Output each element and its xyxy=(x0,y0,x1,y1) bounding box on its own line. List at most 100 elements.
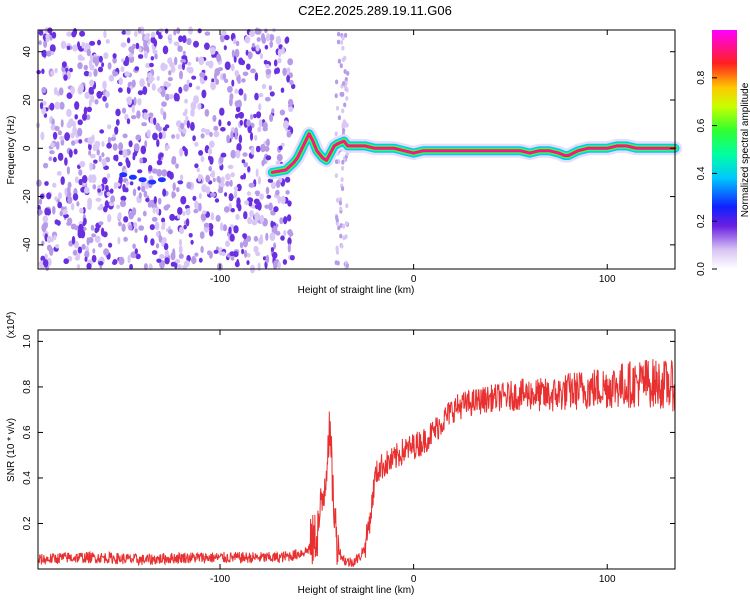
noise-point xyxy=(218,119,222,127)
noise-point xyxy=(246,260,250,266)
noise-point xyxy=(89,40,96,46)
noise-point xyxy=(81,175,88,184)
noise-point xyxy=(241,78,246,83)
noise-point xyxy=(78,169,83,176)
noise-point xyxy=(138,47,142,53)
noise-point xyxy=(152,132,158,141)
noise-point xyxy=(90,224,95,231)
noise-point xyxy=(92,248,96,254)
noise-point xyxy=(70,86,75,95)
noise-point xyxy=(138,225,145,231)
noise-point xyxy=(254,212,260,221)
noise-point xyxy=(251,42,256,48)
noise-point xyxy=(153,117,157,126)
noise-point xyxy=(178,86,183,94)
noise-point xyxy=(239,119,243,126)
noise-point xyxy=(69,67,73,73)
noise-point xyxy=(177,64,183,70)
noise-point xyxy=(209,229,214,237)
noise-point xyxy=(215,214,221,222)
noise-point xyxy=(226,134,231,144)
noise-point xyxy=(230,149,236,159)
noise-point xyxy=(255,44,260,52)
noise-point xyxy=(338,200,342,206)
noise-point xyxy=(345,87,349,93)
noise-point xyxy=(204,42,210,50)
noise-point xyxy=(247,51,253,60)
noise-point xyxy=(76,201,80,207)
noise-point xyxy=(49,44,56,53)
noise-point xyxy=(236,202,240,208)
noise-point xyxy=(107,124,112,130)
noise-point xyxy=(214,198,220,203)
noise-point xyxy=(97,66,104,73)
noise-point xyxy=(190,101,197,111)
noise-point xyxy=(162,111,167,120)
noise-point xyxy=(97,188,101,193)
noise-point xyxy=(205,186,211,195)
noise-point xyxy=(91,233,96,238)
noise-point xyxy=(203,222,210,228)
noise-point xyxy=(248,182,255,188)
noise-point xyxy=(139,78,145,88)
noise-point xyxy=(203,75,208,81)
noise-point xyxy=(72,44,78,52)
noise-point xyxy=(211,78,215,83)
noise-point xyxy=(198,257,203,263)
noise-point xyxy=(190,121,195,131)
noise-point xyxy=(246,235,252,242)
noise-point xyxy=(336,260,340,266)
noise-point xyxy=(154,53,158,60)
noise-point xyxy=(195,85,201,90)
noise-point xyxy=(184,98,188,104)
noise-point xyxy=(280,142,285,147)
noise-point xyxy=(210,192,216,198)
noise-point xyxy=(36,179,42,187)
noise-point xyxy=(60,138,65,146)
noise-point xyxy=(128,212,134,220)
noise-point xyxy=(173,41,180,47)
snr-y-label: SNR (10 * v/v) xyxy=(6,418,17,482)
noise-point xyxy=(246,253,251,258)
y-tick-label: 1.0 xyxy=(22,334,33,348)
noise-point xyxy=(210,170,216,178)
noise-point xyxy=(143,112,149,121)
noise-point xyxy=(207,148,213,155)
noise-point xyxy=(337,115,341,121)
noise-point xyxy=(182,35,187,44)
noise-point xyxy=(188,26,193,35)
noise-point xyxy=(345,263,349,268)
noise-point xyxy=(137,90,144,96)
noise-point xyxy=(175,163,179,169)
noise-point xyxy=(98,55,103,63)
noise-point xyxy=(61,61,67,68)
colorbar-ticks: 0.0 0.2 0.4 0.6 0.8 xyxy=(696,70,717,276)
noise-point xyxy=(256,28,262,35)
colorbar-tick-label: 0.8 xyxy=(696,70,707,84)
noise-point xyxy=(66,166,70,175)
noise-point xyxy=(66,186,71,194)
noise-point xyxy=(56,171,62,176)
noise-point xyxy=(49,35,53,41)
noise-point xyxy=(270,247,274,252)
noise-point xyxy=(118,77,123,86)
spectrogram-panel: -100 0 100 -40 -20 0 20 40 Height of straight … xyxy=(6,26,682,296)
noise-point xyxy=(127,254,131,264)
noise-point xyxy=(186,79,190,85)
noise-point xyxy=(199,231,205,239)
noise-point xyxy=(268,202,273,211)
noise-point xyxy=(66,45,71,51)
noise-point xyxy=(115,119,120,126)
noise-point xyxy=(182,50,186,56)
noise-point xyxy=(224,61,231,70)
noise-point xyxy=(343,120,347,126)
noise-point xyxy=(157,197,162,205)
noise-point xyxy=(335,215,339,221)
noise-point xyxy=(219,107,225,116)
noise-point xyxy=(95,197,102,202)
noise-point xyxy=(150,238,155,246)
noise-point xyxy=(291,83,296,90)
noise-point xyxy=(46,50,52,57)
noise-point xyxy=(54,219,59,225)
noise-point xyxy=(145,197,150,203)
